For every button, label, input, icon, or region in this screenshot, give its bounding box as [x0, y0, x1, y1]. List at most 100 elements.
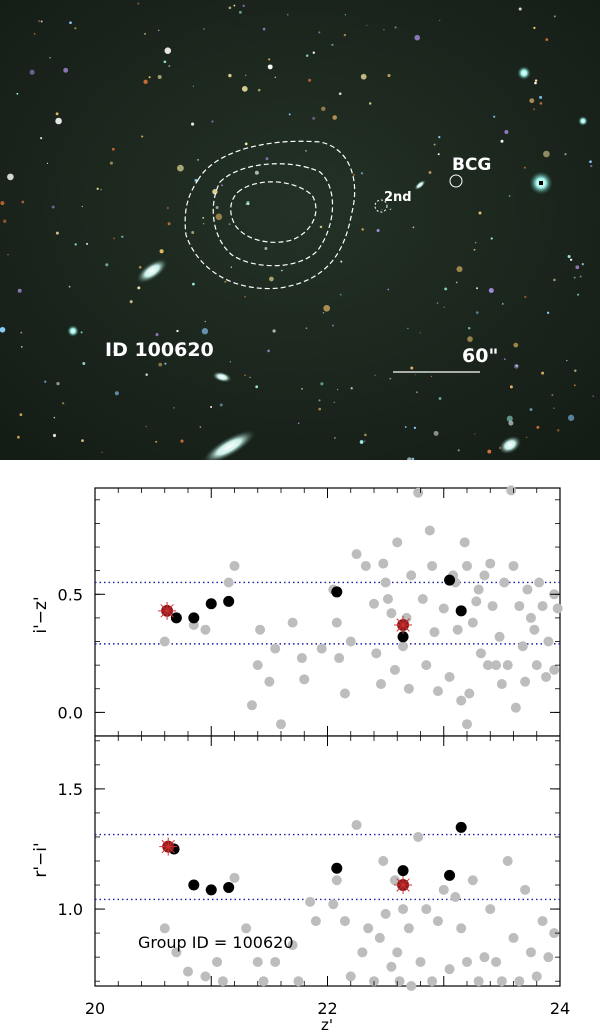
star — [29, 69, 35, 75]
star — [389, 208, 392, 211]
star — [100, 188, 102, 191]
star — [229, 361, 232, 363]
star — [265, 157, 269, 161]
background-galaxy-point — [499, 577, 510, 588]
star — [7, 173, 14, 181]
star — [219, 403, 223, 407]
background-galaxy-point — [473, 584, 484, 595]
star — [268, 58, 271, 61]
star — [534, 81, 537, 85]
star — [567, 254, 571, 259]
color-magnitude-plots: 0.0 0.5 i'−z' 1.0 1.5 20 22 24 r'−i' Group ID… — [31, 485, 570, 1034]
background-galaxy-point — [456, 923, 467, 934]
star — [529, 98, 535, 104]
star — [20, 346, 23, 348]
background-galaxy-point — [444, 964, 455, 975]
star — [114, 391, 119, 396]
second-marker — [374, 199, 388, 213]
star — [439, 19, 441, 22]
member-galaxy-point — [331, 862, 343, 874]
star — [513, 342, 519, 348]
highlight-cross — [161, 839, 175, 854]
star — [338, 92, 342, 96]
star — [215, 206, 219, 209]
star — [518, 7, 522, 11]
star — [241, 86, 248, 92]
star — [553, 407, 555, 409]
background-galaxy-point — [351, 819, 362, 830]
star — [101, 451, 103, 453]
star — [493, 115, 496, 118]
star — [320, 382, 324, 386]
star — [515, 364, 518, 367]
member-galaxy-point — [188, 612, 200, 624]
background-galaxy-point — [331, 875, 342, 886]
member-galaxy-point — [455, 821, 467, 833]
star — [113, 237, 116, 240]
y-tick-label: 0.0 — [58, 703, 83, 722]
star — [412, 226, 415, 229]
star — [318, 407, 322, 411]
member-galaxy-point — [455, 605, 467, 617]
member-galaxy-point — [205, 884, 217, 896]
star — [467, 336, 473, 342]
star — [55, 117, 62, 125]
background-galaxy-point — [494, 631, 505, 642]
star — [478, 211, 482, 215]
background-galaxy-point — [360, 560, 371, 571]
star — [500, 139, 504, 143]
star — [387, 288, 390, 291]
background-galaxy-point — [159, 923, 170, 934]
background-galaxy-point — [334, 653, 345, 664]
background-galaxy-point — [200, 971, 211, 982]
background-galaxy-point — [331, 617, 342, 628]
background-galaxy-point — [316, 643, 327, 654]
scale-label: 60" — [462, 345, 498, 367]
star — [245, 74, 247, 76]
star — [416, 391, 418, 394]
background-galaxy-point — [357, 947, 368, 958]
star — [148, 76, 151, 79]
background-galaxy-point — [487, 601, 498, 612]
star — [413, 426, 416, 429]
background-galaxy-point — [456, 695, 467, 706]
star — [51, 205, 55, 209]
background-galaxy-point — [392, 537, 403, 548]
star — [336, 388, 339, 391]
star — [475, 311, 479, 314]
background-galaxy-point — [473, 976, 484, 987]
star — [305, 327, 308, 330]
background-galaxy-point — [549, 928, 560, 939]
background-galaxy-point — [382, 594, 393, 605]
star — [350, 387, 353, 390]
bcg-marker — [449, 174, 463, 188]
star — [52, 433, 57, 438]
star — [508, 420, 514, 426]
background-galaxy-point — [459, 537, 470, 548]
star — [144, 32, 147, 35]
contour-middle — [212, 163, 334, 267]
star — [238, 10, 242, 14]
star — [53, 416, 56, 419]
background-galaxy-point — [369, 598, 379, 609]
background-galaxy-point — [506, 485, 517, 496]
background-galaxy-point — [531, 971, 542, 982]
star — [575, 265, 580, 270]
member-galaxy-point — [444, 574, 456, 586]
star — [414, 34, 420, 41]
star — [332, 115, 337, 120]
background-galaxy-point — [392, 947, 403, 958]
background-galaxy-point — [520, 676, 531, 687]
background-galaxy-point — [520, 884, 531, 895]
background-galaxy-point — [508, 560, 519, 571]
background-galaxy-point — [479, 570, 490, 581]
star — [456, 266, 463, 273]
highlight-cross — [396, 878, 410, 892]
star — [228, 6, 232, 10]
background-galaxy-point — [351, 549, 362, 560]
star — [81, 205, 83, 208]
star — [55, 112, 59, 116]
background-galaxy-point — [496, 679, 507, 690]
star — [312, 116, 316, 120]
star — [323, 304, 331, 312]
